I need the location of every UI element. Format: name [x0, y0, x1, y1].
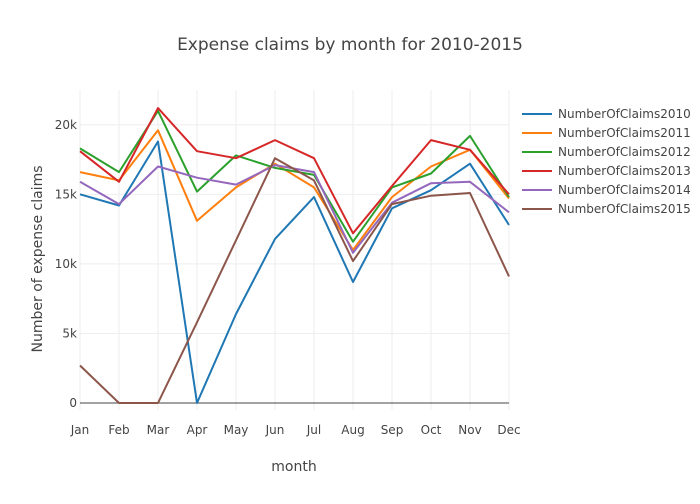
legend-label: NumberOfClaims2015 — [558, 202, 691, 216]
y-tick-label: 0 — [69, 396, 77, 410]
y-axis-title: Number of expense claims — [30, 165, 46, 352]
legend-item[interactable]: NumberOfClaims2011 — [522, 126, 691, 140]
legend-label: NumberOfClaims2011 — [558, 126, 691, 140]
y-tick-label: 20k — [55, 118, 77, 132]
axis-layer: Jan Feb Mar Apr May Jun Jul Aug Sep Oct Nov Dec 0 5k 1… — [55, 118, 521, 437]
x-tick-label: Oct — [421, 423, 442, 437]
chart-title: Expense claims by month for 2010-2015 — [177, 35, 523, 55]
x-tick-label: Feb — [108, 423, 129, 437]
x-tick-label: Sep — [381, 423, 404, 437]
legend: NumberOfClaims2010 NumberOfClaims2011 Numb… — [522, 107, 691, 216]
y-tick-label: 15k — [55, 187, 77, 201]
series-line-NumberOfClaims2010[interactable] — [79, 140, 510, 404]
x-tick-label: Jul — [306, 423, 321, 437]
series-layer — [79, 107, 510, 404]
series-line-NumberOfClaims2011[interactable] — [79, 129, 510, 251]
y-tick-label: 5k — [62, 326, 77, 340]
legend-item[interactable]: NumberOfClaims2013 — [522, 164, 691, 178]
legend-label: NumberOfClaims2012 — [558, 145, 691, 159]
series-line-NumberOfClaims2015[interactable] — [79, 157, 510, 404]
x-axis-title: month — [271, 459, 316, 475]
legend-label: NumberOfClaims2010 — [558, 107, 691, 121]
x-tick-label: Mar — [147, 423, 170, 437]
x-tick-label: Dec — [497, 423, 520, 437]
x-tick-label: May — [224, 423, 249, 437]
legend-item[interactable]: NumberOfClaims2014 — [522, 183, 691, 197]
x-tick-label: Jun — [265, 423, 285, 437]
y-tick-label: 10k — [55, 257, 77, 271]
grid-layer — [79, 90, 510, 410]
legend-label: NumberOfClaims2013 — [558, 164, 691, 178]
x-tick-label: Jan — [70, 423, 90, 437]
legend-item[interactable]: NumberOfClaims2015 — [522, 202, 691, 216]
series-line-NumberOfClaims2014[interactable] — [79, 164, 510, 254]
x-tick-label: Nov — [458, 423, 481, 437]
series-line-NumberOfClaims2013[interactable] — [79, 107, 510, 235]
legend-item[interactable]: NumberOfClaims2010 — [522, 107, 691, 121]
x-tick-label: Aug — [341, 423, 364, 437]
x-tick-label: Apr — [187, 423, 208, 437]
legend-item[interactable]: NumberOfClaims2012 — [522, 145, 691, 159]
legend-label: NumberOfClaims2014 — [558, 183, 691, 197]
